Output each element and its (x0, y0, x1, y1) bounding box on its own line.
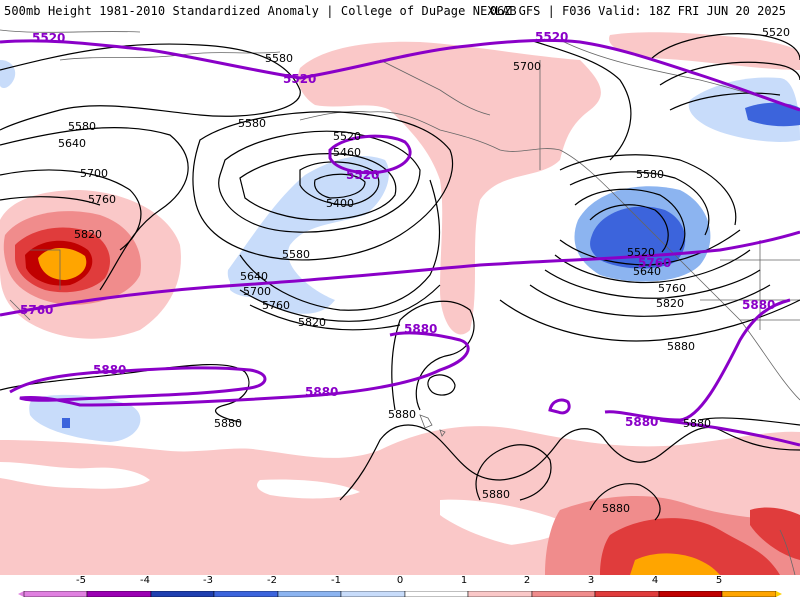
anomaly-colorbar: -5 -4 -3 -2 -1 0 1 2 3 4 5 (0, 575, 800, 600)
colorbar-tick: 4 (651, 575, 659, 586)
svg-text:5760: 5760 (638, 256, 671, 270)
svg-text:5640: 5640 (240, 270, 268, 283)
anomaly-map: 5580 5580 5640 5700 5760 5820 5580 5520 … (0, 22, 800, 575)
map-header: 500mb Height 1981-2010 Standardized Anom… (0, 0, 800, 22)
svg-text:5520: 5520 (32, 31, 65, 45)
svg-text:5760: 5760 (262, 299, 290, 312)
svg-text:5880: 5880 (625, 415, 658, 429)
svg-text:5580: 5580 (282, 248, 310, 261)
svg-text:5520: 5520 (762, 26, 790, 39)
colorbar-tick: 1 (460, 575, 468, 586)
svg-text:5760: 5760 (88, 193, 116, 206)
svg-text:5760: 5760 (20, 303, 53, 317)
svg-text:5820: 5820 (74, 228, 102, 241)
svg-text:5880: 5880 (683, 417, 711, 430)
svg-text:5580: 5580 (68, 120, 96, 133)
colorbar-tick: 0 (396, 575, 404, 586)
height-contours (0, 33, 800, 521)
colorbar-tick: -4 (140, 575, 150, 586)
svg-text:5640: 5640 (58, 137, 86, 150)
svg-text:5520: 5520 (346, 168, 379, 182)
colorbar-tick: 5 (715, 575, 723, 586)
model-run-info: 06Z GFS | F036 Valid: 18Z FRI JUN 20 202… (489, 4, 786, 18)
colorbar-tick: 3 (587, 575, 595, 586)
svg-text:5580: 5580 (636, 168, 664, 181)
svg-text:5880: 5880 (404, 322, 437, 336)
svg-text:5520: 5520 (627, 246, 655, 259)
colorbar-tick: -1 (331, 575, 341, 586)
svg-text:5880: 5880 (602, 502, 630, 515)
svg-text:5700: 5700 (80, 167, 108, 180)
svg-text:5400: 5400 (326, 197, 354, 210)
svg-text:5880: 5880 (93, 363, 126, 377)
reference-contours (0, 38, 800, 447)
svg-text:5700: 5700 (513, 60, 541, 73)
svg-text:5880: 5880 (482, 488, 510, 501)
svg-text:5700: 5700 (243, 285, 271, 298)
svg-text:5520: 5520 (333, 130, 361, 143)
colorbar-tick: -3 (203, 575, 213, 586)
svg-text:5880: 5880 (214, 417, 242, 430)
colorbar-tick: -2 (267, 575, 277, 586)
svg-text:5580: 5580 (265, 52, 293, 65)
svg-text:5820: 5820 (656, 297, 684, 310)
contour-labels: 5580 5580 5640 5700 5760 5820 5580 5520 … (20, 26, 790, 515)
svg-text:5880: 5880 (305, 385, 338, 399)
map-canvas: 5580 5580 5640 5700 5760 5820 5580 5520 … (0, 26, 800, 575)
svg-text:5880: 5880 (742, 298, 775, 312)
svg-text:5520: 5520 (283, 72, 316, 86)
svg-text:5460: 5460 (333, 146, 361, 159)
colorbar-tick: -5 (76, 575, 86, 586)
svg-text:5880: 5880 (388, 408, 416, 421)
svg-text:5880: 5880 (667, 340, 695, 353)
svg-text:5520: 5520 (535, 30, 568, 44)
positive-anomaly-fills (0, 32, 800, 575)
svg-text:5640: 5640 (633, 265, 661, 278)
svg-text:5580: 5580 (238, 117, 266, 130)
colorbar-gradient (18, 591, 782, 597)
svg-text:5760: 5760 (658, 282, 686, 295)
svg-text:5820: 5820 (298, 316, 326, 329)
colorbar-tick: 2 (523, 575, 531, 586)
map-title: 500mb Height 1981-2010 Standardized Anom… (4, 4, 517, 18)
